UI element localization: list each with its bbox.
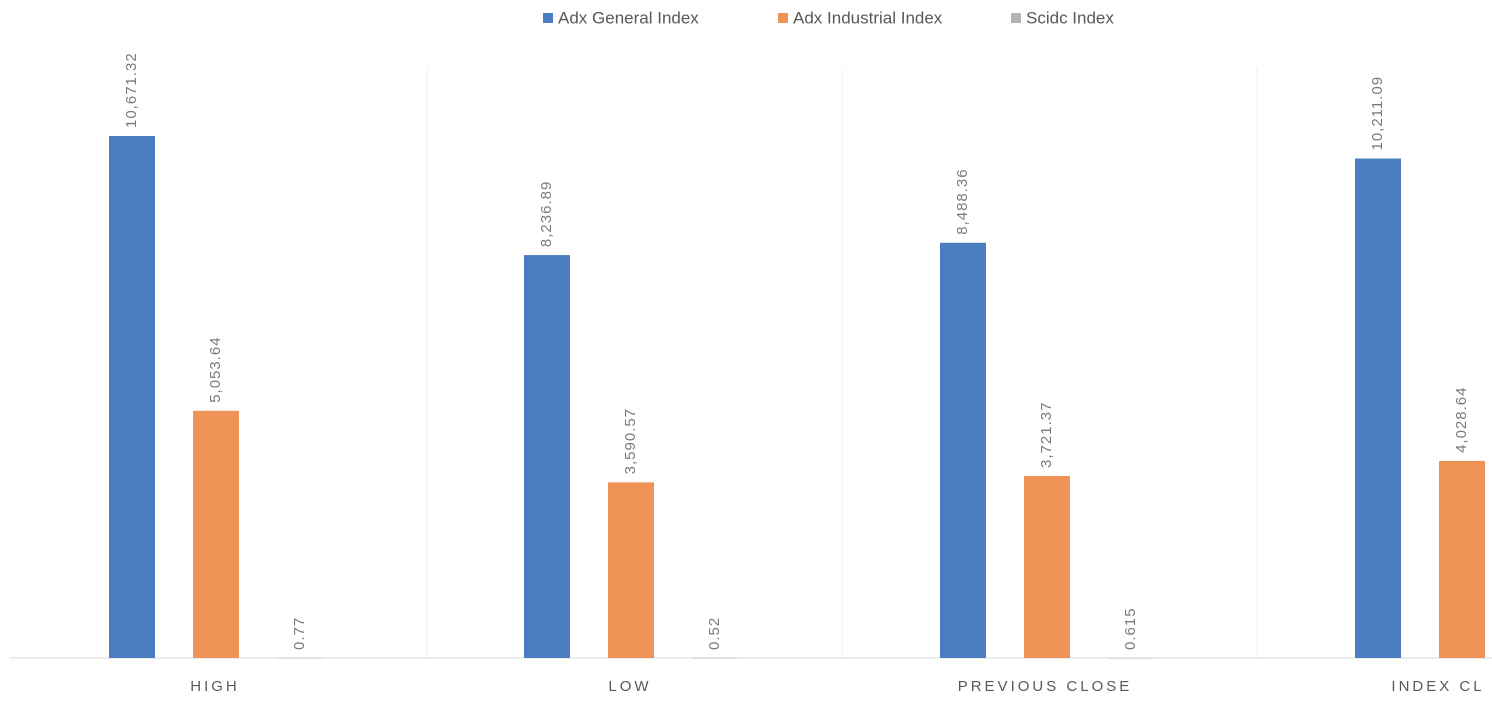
data-label-adx-general-index-index-cl: 10,211.09 [1369,76,1386,151]
data-label-scidc-index-previous-close: 0.615 [1122,607,1139,650]
category-label-previous-close: PREVIOUS CLOSE [958,678,1133,695]
legend-swatch-scidc-index [1011,13,1021,23]
chart-legend: Adx General Index Adx Industrial Index Sci… [543,9,1114,28]
bar-adx-industrial-index-low [608,482,654,658]
data-labels-group: 10,671.32 5,053.64 0.77 8,236.89 3,590.57 0.5… [123,52,1470,650]
category-dividers [426,68,1258,658]
category-label-high: HIGH [190,678,240,695]
bar-adx-general-index-high [109,136,155,658]
data-label-adx-industrial-index-high: 5,053.64 [207,336,224,402]
bar-adx-general-index-previous-close [940,242,986,658]
category-labels-group: HIGH LOW PREVIOUS CLOSE INDEX CL [190,678,1484,695]
bar-adx-general-index-low [524,255,570,659]
category-label-low: LOW [608,678,651,695]
data-label-adx-industrial-index-index-cl: 4,028.64 [1453,387,1470,453]
bars-group [109,136,1485,659]
legend-label-adx-general-index: Adx General Index [558,9,699,28]
legend-swatch-adx-industrial-index [778,13,788,23]
legend-swatch-adx-general-index [543,13,553,23]
data-label-adx-general-index-previous-close: 8,488.36 [954,168,971,234]
legend-label-adx-industrial-index: Adx Industrial Index [793,9,943,28]
data-label-adx-industrial-index-low: 3,590.57 [622,408,639,474]
bar-adx-industrial-index-index-cl [1439,460,1485,658]
data-label-adx-industrial-index-previous-close: 3,721.37 [1038,402,1055,468]
bar-scidc-index-previous-close [1108,657,1154,659]
data-label-scidc-index-high: 0.77 [291,617,308,650]
bar-scidc-index-high [277,657,323,659]
bar-adx-industrial-index-high [193,410,239,658]
data-label-adx-general-index-low: 8,236.89 [538,181,555,247]
data-label-adx-general-index-high: 10,671.32 [123,52,140,128]
bar-adx-general-index-index-cl [1355,158,1401,658]
bar-adx-industrial-index-previous-close [1024,475,1070,658]
data-label-scidc-index-low: 0.52 [706,617,723,650]
legend-label-scidc-index: Scidc Index [1026,9,1114,28]
category-label-index-cl: INDEX CL [1391,678,1484,695]
bar-scidc-index-low [692,657,738,659]
